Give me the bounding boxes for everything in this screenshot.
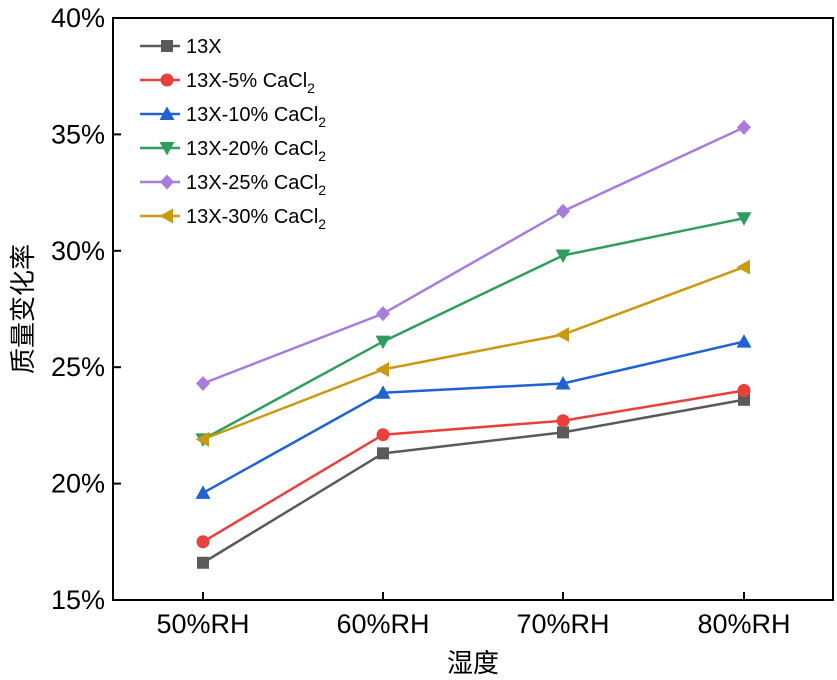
legend-swatch-marker xyxy=(159,208,173,224)
data-point xyxy=(736,334,752,348)
legend-item: 13X-20% CaCl2 xyxy=(140,138,326,164)
series-3 xyxy=(195,334,752,499)
data-point xyxy=(736,212,752,226)
data-point xyxy=(195,485,211,499)
x-tick-label: 70%RH xyxy=(516,609,609,639)
legend-label-main: 13X-10% CaCl xyxy=(186,104,318,126)
data-point xyxy=(736,259,750,275)
data-point xyxy=(375,362,389,378)
legend-swatch-marker xyxy=(160,174,174,190)
x-tick-label: 60%RH xyxy=(336,609,429,639)
legend-item: 13X-5% CaCl2 xyxy=(140,70,315,96)
x-tick-label: 50%RH xyxy=(156,609,249,639)
legend-label-subscript: 2 xyxy=(318,216,326,232)
legend-label-subscript: 2 xyxy=(318,114,326,130)
data-point xyxy=(737,119,751,135)
legend-label: 13X-25% CaCl2 xyxy=(186,172,326,198)
data-point xyxy=(375,385,391,399)
series-line xyxy=(202,340,745,495)
series-layer xyxy=(195,119,752,569)
series-5 xyxy=(196,119,751,391)
data-point xyxy=(196,375,210,391)
legend-swatch-marker xyxy=(161,40,173,52)
plot-frame xyxy=(112,17,834,601)
data-point xyxy=(376,428,390,442)
legend-label: 13X-30% CaCl2 xyxy=(186,206,326,232)
legend-label-subscript: 2 xyxy=(318,148,326,164)
series-4 xyxy=(195,212,752,447)
data-point xyxy=(195,431,209,447)
x-axis-ticks: 50%RH 60%RH 70%RH 80%RH xyxy=(156,592,791,639)
legend-swatch-marker xyxy=(159,106,175,120)
legend-label-main: 13X xyxy=(186,36,222,58)
y-tick-label: 35% xyxy=(51,119,105,149)
y-tick-label: 30% xyxy=(51,236,105,266)
series-line xyxy=(202,216,745,441)
legend-label-main: 13X-20% CaCl xyxy=(186,138,318,160)
legend-label: 13X-20% CaCl2 xyxy=(186,138,326,164)
data-point xyxy=(197,556,209,569)
legend-item: 13X-25% CaCl2 xyxy=(140,172,326,198)
data-point xyxy=(555,249,571,263)
data-point xyxy=(556,414,570,428)
y-axis-ticks: 15% 20% 25% 30% 35% 40% xyxy=(51,3,121,615)
legend-swatch-marker xyxy=(159,142,175,156)
legend-label: 13X xyxy=(186,36,222,58)
data-point xyxy=(196,535,210,549)
series-line xyxy=(202,398,745,564)
data-point xyxy=(375,335,391,350)
y-tick-label: 25% xyxy=(51,352,105,382)
y-axis-title: 质量变化率 xyxy=(9,244,39,374)
data-point xyxy=(377,447,389,460)
legend-label-subscript: 2 xyxy=(307,80,315,96)
legend-label-main: 13X-30% CaCl xyxy=(186,206,318,228)
data-point xyxy=(556,203,570,219)
legend-label: 13X-5% CaCl2 xyxy=(186,70,315,96)
legend-item: 13X-30% CaCl2 xyxy=(140,206,326,232)
legend-label-subscript: 2 xyxy=(318,182,326,198)
y-tick-label: 15% xyxy=(51,585,105,615)
series-1 xyxy=(197,393,750,569)
legend-item: 13X-10% CaCl2 xyxy=(140,104,326,130)
data-point xyxy=(376,306,390,322)
y-tick-label: 40% xyxy=(51,3,105,33)
x-axis-title: 湿度 xyxy=(447,649,499,679)
data-point xyxy=(555,375,571,390)
legend-item: 13X xyxy=(140,36,222,58)
legend-label-main: 13X-25% CaCl xyxy=(186,172,318,194)
legend-swatch-marker xyxy=(160,73,174,87)
series-line xyxy=(202,389,745,543)
data-point xyxy=(557,426,569,439)
series-line xyxy=(202,126,745,385)
data-point xyxy=(737,383,751,397)
y-tick-label: 20% xyxy=(51,469,105,499)
x-tick-label: 80%RH xyxy=(697,609,790,639)
series-line xyxy=(202,265,745,441)
legend-label: 13X-10% CaCl2 xyxy=(186,104,326,130)
data-point xyxy=(738,393,750,406)
series-2 xyxy=(196,383,751,549)
series-6 xyxy=(195,259,750,447)
data-point xyxy=(555,327,569,343)
legend-label-main: 13X-5% CaCl xyxy=(186,70,307,92)
